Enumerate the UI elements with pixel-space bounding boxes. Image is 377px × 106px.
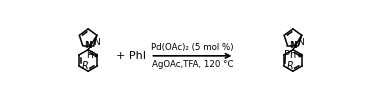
Text: R: R <box>82 61 89 71</box>
Text: AgOAc,TFA, 120 °C: AgOAc,TFA, 120 °C <box>152 60 233 69</box>
Text: N: N <box>93 38 100 47</box>
Text: N: N <box>289 41 296 50</box>
Text: + PhI: + PhI <box>116 51 146 61</box>
Text: N: N <box>85 41 92 50</box>
Text: N: N <box>84 41 91 50</box>
Text: Pd(OAc)₂ (5 mol %): Pd(OAc)₂ (5 mol %) <box>151 43 234 52</box>
Text: H: H <box>86 51 93 60</box>
Text: Ph: Ph <box>284 50 296 60</box>
Text: N: N <box>290 41 297 50</box>
Text: R: R <box>287 61 293 71</box>
Text: N: N <box>297 38 304 47</box>
